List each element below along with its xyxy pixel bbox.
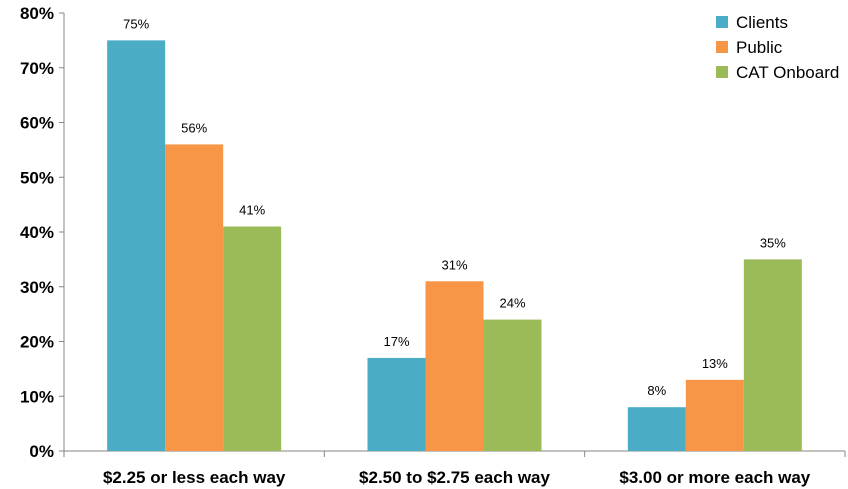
y-tick-label: 70%	[20, 59, 54, 78]
data-label: 56%	[181, 120, 207, 135]
legend-label: Public	[736, 38, 783, 57]
data-labels-layer: 75% 56% 41% 17% 31% 24% 8% 13% 35%	[123, 16, 786, 398]
bar	[223, 226, 282, 451]
data-label: 41%	[239, 203, 265, 218]
legend-label: CAT Onboard	[736, 63, 839, 82]
bar	[367, 357, 426, 451]
y-tick-label: 20%	[20, 333, 54, 352]
bar	[165, 144, 224, 451]
bar	[425, 281, 484, 451]
legend-swatch	[716, 16, 728, 28]
x-tick-label: $2.25 or less each way	[103, 468, 286, 487]
data-label: 35%	[760, 235, 786, 250]
bar	[483, 319, 542, 451]
bar	[107, 40, 166, 451]
legend-swatch	[716, 41, 728, 53]
axes-layer: 0% 10% 20% 30% 40% 50% 60% 70% 80% $2.25 or less …	[20, 4, 846, 487]
y-tick-label: 10%	[20, 387, 54, 406]
x-tick-label: $2.50 to $2.75 each way	[359, 468, 550, 487]
bar	[685, 379, 744, 451]
y-tick-label: 60%	[20, 114, 54, 133]
bars-layer	[107, 40, 802, 451]
y-tick-label: 80%	[20, 4, 54, 23]
bar	[743, 259, 802, 451]
data-label: 13%	[702, 356, 728, 371]
data-label: 75%	[123, 16, 149, 31]
legend-swatch	[716, 66, 728, 78]
x-tick-label: $3.00 or more each way	[619, 468, 810, 487]
legend: Clients Public CAT Onboard	[716, 13, 839, 82]
y-tick-label: 40%	[20, 223, 54, 242]
y-tick-label: 0%	[29, 442, 54, 461]
y-tick-label: 30%	[20, 278, 54, 297]
data-label: 31%	[441, 257, 467, 272]
data-label: 17%	[383, 334, 409, 349]
data-label: 8%	[647, 383, 666, 398]
bar	[627, 407, 686, 451]
y-tick-label: 50%	[20, 168, 54, 187]
data-label: 24%	[499, 296, 525, 311]
legend-label: Clients	[736, 13, 788, 32]
